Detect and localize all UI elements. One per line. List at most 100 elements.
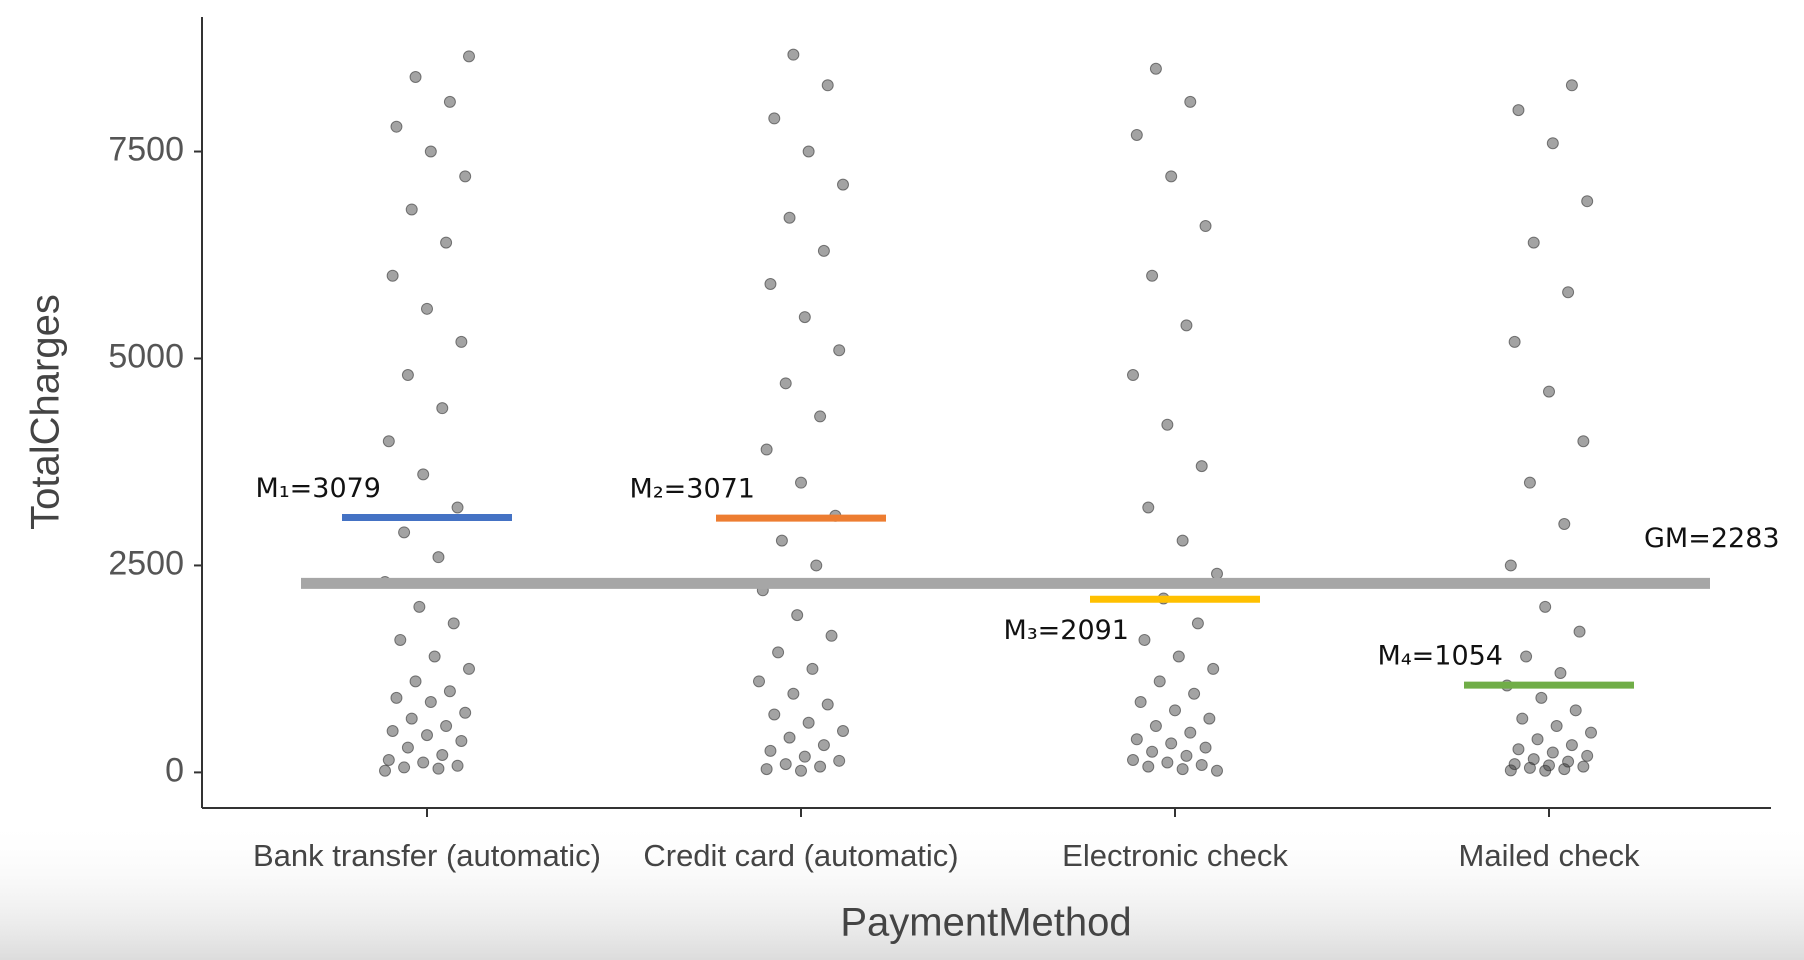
point [463, 662, 475, 675]
point [1165, 170, 1178, 183]
point [1581, 195, 1594, 208]
point [424, 145, 437, 158]
point [447, 617, 460, 630]
point [1527, 753, 1540, 766]
point [779, 758, 792, 771]
point [394, 633, 407, 646]
mean-label: M₃=2091 [1004, 615, 1129, 646]
point [1195, 758, 1208, 771]
point [768, 708, 781, 721]
point [810, 559, 823, 572]
point [1527, 236, 1540, 249]
y-tick-label: 0 [165, 751, 184, 789]
y-axis-title: TotalCharges [24, 294, 68, 530]
point [814, 760, 827, 773]
point [1581, 749, 1594, 762]
point [783, 731, 796, 744]
point [1207, 662, 1220, 675]
point [1546, 746, 1559, 759]
point [409, 71, 422, 84]
point [443, 685, 456, 698]
point [806, 662, 819, 675]
point [795, 476, 807, 489]
point [421, 302, 433, 315]
point [1188, 687, 1201, 700]
point [451, 759, 464, 772]
point [398, 526, 411, 539]
point [1546, 137, 1559, 150]
point [1134, 696, 1147, 709]
point [405, 203, 418, 216]
point [1127, 369, 1139, 382]
point [1523, 476, 1536, 489]
point [1199, 741, 1212, 754]
y-tick-label: 7500 [108, 131, 184, 169]
mean-label: M₄=1054 [1378, 641, 1503, 672]
point [436, 749, 449, 762]
point [1585, 726, 1597, 739]
x-tick-label: Bank transfer (automatic) [253, 838, 601, 873]
point [390, 691, 403, 704]
point [787, 48, 800, 61]
point [817, 244, 830, 257]
point [1508, 758, 1521, 771]
point [798, 750, 811, 763]
point [417, 468, 430, 481]
x-axis-title: PaymentMethod [840, 901, 1131, 945]
point [417, 756, 430, 769]
point [817, 739, 830, 752]
point [463, 50, 475, 63]
point [802, 716, 815, 729]
point [424, 696, 437, 709]
y-tick-label: 2500 [108, 544, 184, 582]
point [760, 763, 773, 776]
point [1558, 763, 1571, 776]
point [821, 698, 834, 711]
x-tick-label: Mailed check [1459, 838, 1640, 873]
point [1562, 755, 1575, 768]
point [1211, 764, 1223, 777]
point [1169, 704, 1181, 717]
point [1573, 625, 1586, 638]
point [1577, 435, 1590, 448]
point [1558, 518, 1571, 531]
point [1516, 712, 1529, 725]
point [802, 145, 815, 158]
point [443, 95, 456, 108]
point [1535, 691, 1548, 704]
x-tick-label: Electronic check [1062, 838, 1288, 873]
point [1539, 600, 1552, 613]
point [1153, 675, 1166, 688]
bottom-shade [0, 820, 1804, 960]
point [1543, 385, 1555, 398]
point [459, 706, 472, 719]
point [1146, 745, 1159, 758]
point [436, 402, 449, 415]
point [401, 369, 414, 382]
point [768, 112, 781, 125]
point [379, 764, 391, 777]
point [1504, 764, 1517, 777]
point [1176, 534, 1189, 547]
point [398, 761, 411, 774]
point [1184, 95, 1197, 108]
point [1191, 617, 1204, 630]
point [1142, 501, 1155, 514]
point [1130, 733, 1143, 746]
point [1504, 559, 1517, 572]
point [440, 720, 453, 733]
point [1199, 220, 1212, 233]
point [1543, 759, 1555, 772]
point [405, 712, 418, 725]
point [382, 753, 395, 766]
point [1550, 720, 1563, 733]
point [413, 600, 426, 613]
mean-label: M₁=3079 [256, 473, 381, 504]
point [409, 675, 422, 688]
point [428, 650, 441, 663]
point [451, 501, 464, 514]
point [421, 729, 433, 742]
point [775, 534, 788, 547]
point [1172, 650, 1185, 663]
